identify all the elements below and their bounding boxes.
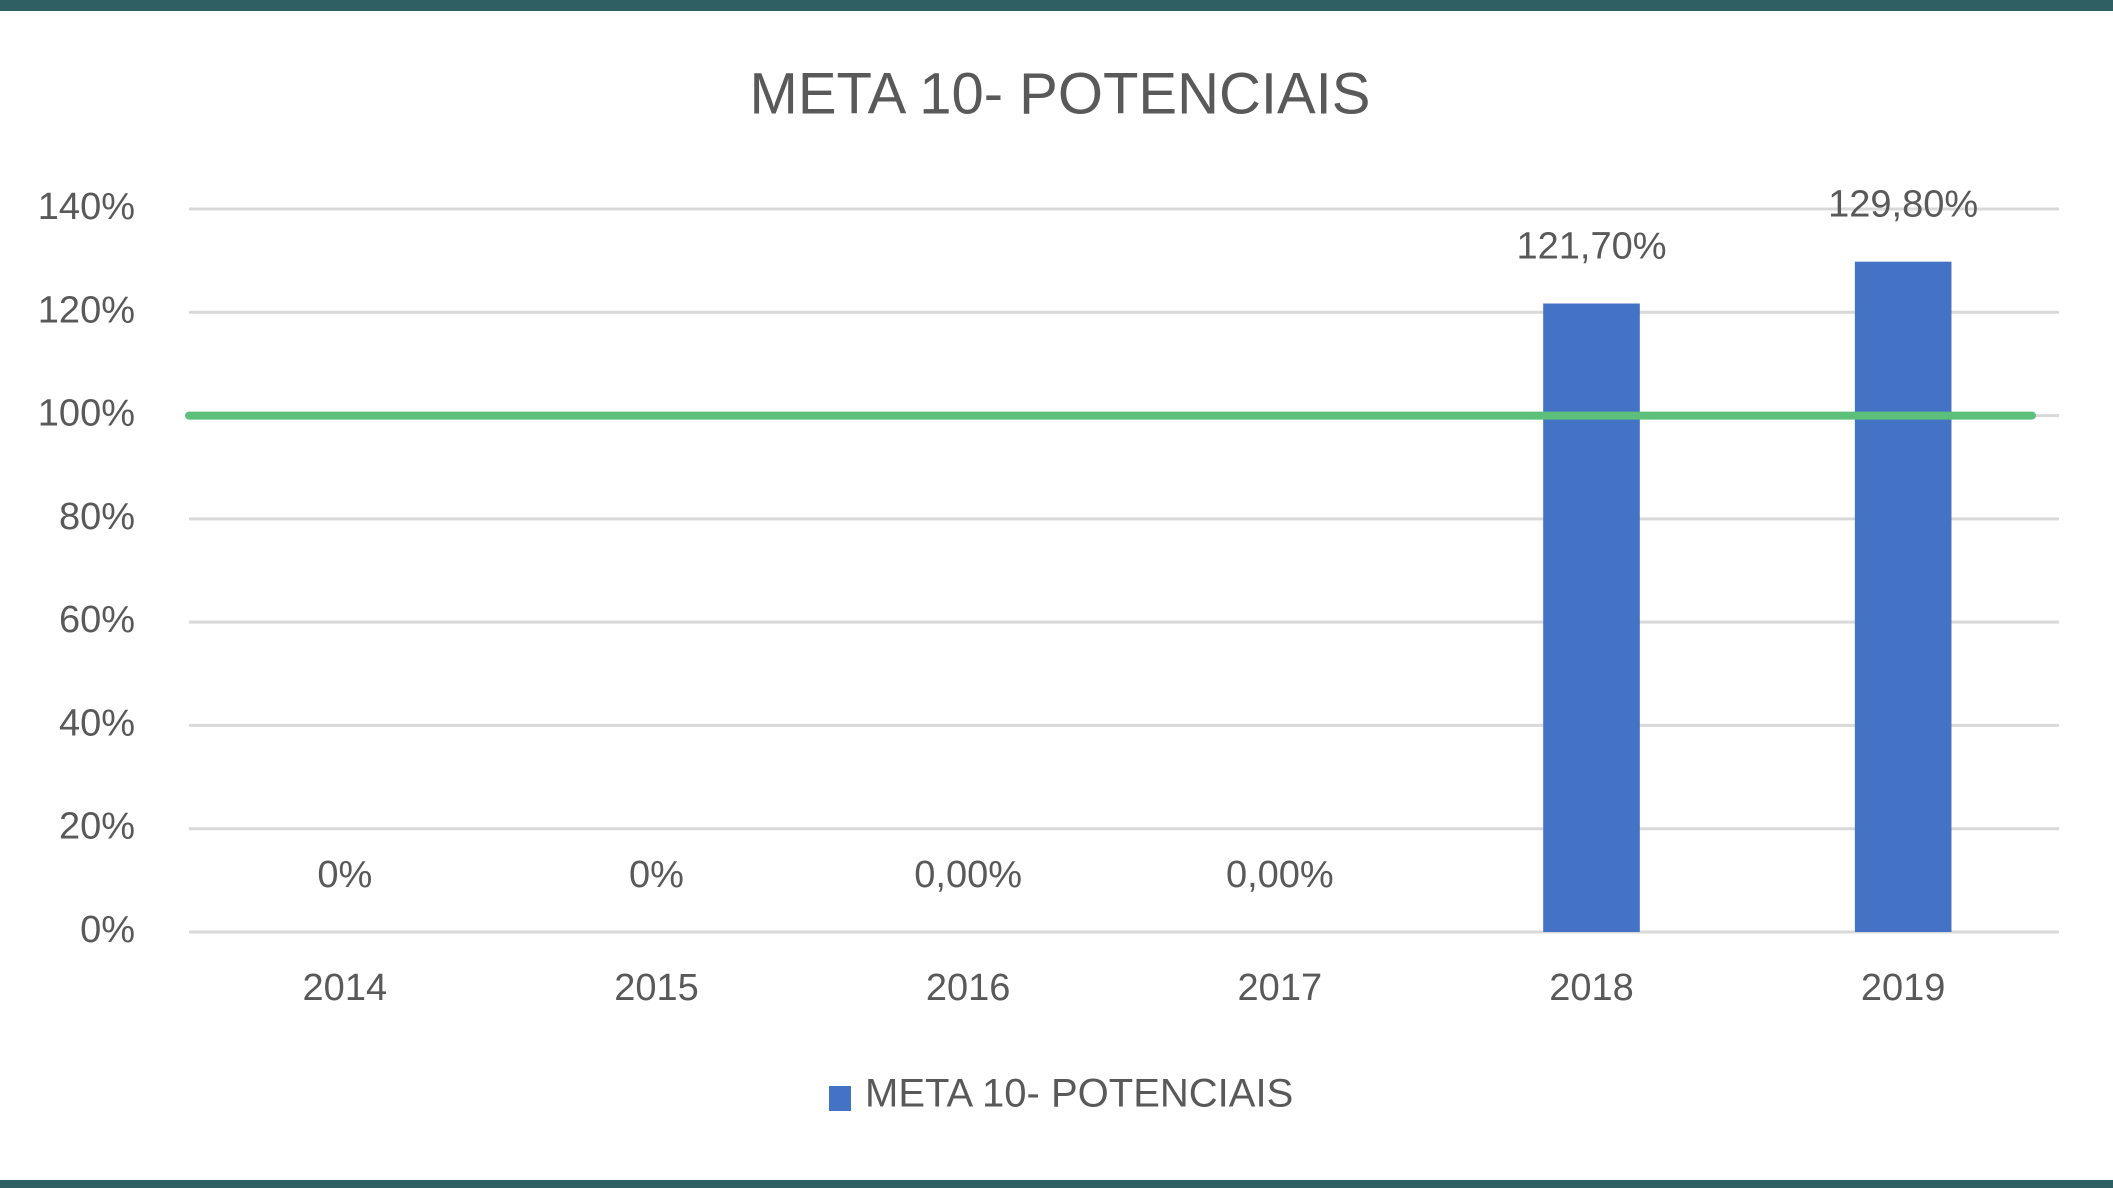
data-label: 129,80% <box>1828 184 1978 226</box>
x-tick-label: 2016 <box>926 967 1011 1009</box>
data-label: 0,00% <box>1226 854 1334 896</box>
x-tick-label: 2019 <box>1861 967 1946 1009</box>
y-tick-label: 80% <box>59 496 135 538</box>
y-tick-label: 60% <box>59 599 135 641</box>
x-tick-label: 2017 <box>1238 967 1323 1009</box>
y-tick-label: 120% <box>38 289 135 331</box>
bar <box>1543 303 1640 932</box>
y-tick-label: 100% <box>38 393 135 435</box>
y-tick-label: 140% <box>38 186 135 228</box>
chart-title: META 10- POTENCIAIS <box>750 61 1371 126</box>
data-label: 0% <box>317 854 372 896</box>
y-tick-label: 40% <box>59 702 135 744</box>
y-tick-label: 20% <box>59 806 135 848</box>
data-label: 0,00% <box>914 854 1022 896</box>
data-label: 0% <box>629 854 684 896</box>
y-tick-label: 0% <box>80 909 135 951</box>
x-tick-label: 2015 <box>614 967 699 1009</box>
bar <box>1854 261 1952 932</box>
x-tick-label: 2018 <box>1549 967 1634 1009</box>
x-tick-label: 2014 <box>303 967 388 1009</box>
bottom-border <box>0 1180 2113 1188</box>
legend-label: META 10- POTENCIAIS <box>865 1072 1293 1116</box>
legend-swatch <box>829 1086 851 1111</box>
top-border <box>0 0 2113 11</box>
data-label: 121,70% <box>1516 226 1666 268</box>
